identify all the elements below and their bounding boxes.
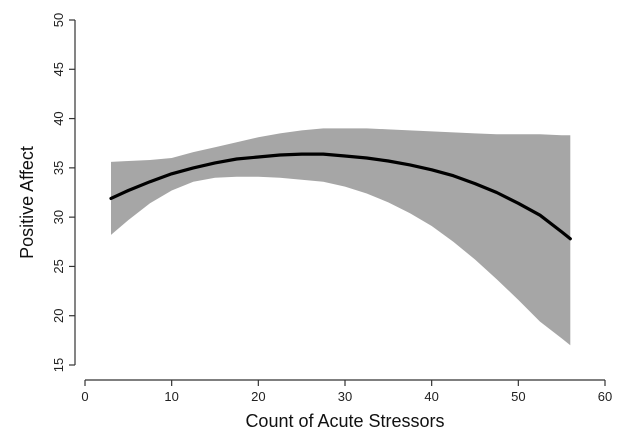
x-tick-label: 60 <box>598 389 612 404</box>
fit-line <box>109 152 572 241</box>
x-tick-label: 40 <box>424 389 438 404</box>
y-axis-title: Positive Affect <box>17 146 37 259</box>
x-tick-label: 0 <box>81 389 88 404</box>
x-tick-label: 50 <box>511 389 525 404</box>
y-tick-label: 25 <box>51 259 66 273</box>
y-ticks: 15 20 25 30 35 40 45 50 <box>51 13 75 372</box>
x-axis-title: Count of Acute Stressors <box>245 411 444 431</box>
x-ticks: 0 10 20 30 40 50 60 <box>81 380 612 404</box>
y-tick-label: 45 <box>51 62 66 76</box>
x-tick-label: 10 <box>164 389 178 404</box>
y-tick-label: 40 <box>51 111 66 125</box>
fit-line-layer <box>109 152 572 241</box>
y-tick-label: 15 <box>51 358 66 372</box>
x-tick-label: 20 <box>251 389 265 404</box>
y-tick-label: 35 <box>51 161 66 175</box>
y-tick-label: 30 <box>51 210 66 224</box>
confidence-band <box>111 128 571 346</box>
y-tick-label: 50 <box>51 13 66 27</box>
confidence-band-layer <box>111 128 571 346</box>
x-tick-label: 30 <box>338 389 352 404</box>
y-tick-label: 20 <box>51 308 66 322</box>
